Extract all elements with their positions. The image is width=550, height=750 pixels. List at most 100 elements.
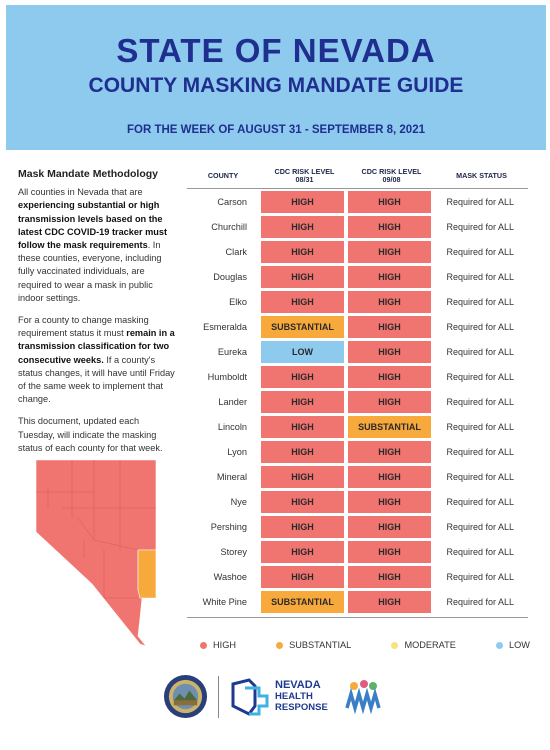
county-name: Nye xyxy=(230,496,247,507)
methodology-text: For a county to change masking requireme… xyxy=(18,315,149,339)
nevada-state-seal-icon xyxy=(163,674,208,719)
risk-level-0908: HIGH xyxy=(348,565,431,588)
mask-status: Required for ALL xyxy=(446,221,514,232)
table-row: Lander HIGH HIGH Required for ALL xyxy=(187,389,528,414)
county-name: Lincoln xyxy=(217,421,247,432)
wordmark-line: NEVADA xyxy=(275,679,321,691)
risk-level-0831: HIGH xyxy=(261,440,344,463)
risk-level-0908: HIGH xyxy=(348,340,431,363)
risk-level-0831: HIGH xyxy=(261,390,344,413)
column-header-risk-0908: CDC RISK LEVEL 09/08 xyxy=(361,166,422,184)
mask-status: Required for ALL xyxy=(446,596,514,607)
county-name: Humboldt xyxy=(207,371,247,382)
methodology-text: . In these counties, everyone, including… xyxy=(18,240,162,303)
table-body: Carson HIGH HIGH Required for ALL Churchill H… xyxy=(187,189,528,614)
table-row: Churchill HIGH HIGH Required for ALL xyxy=(187,214,528,239)
risk-level-0908: HIGH xyxy=(348,390,431,413)
header-banner: STATE OF NEVADA COUNTY MASKING MANDATE G… xyxy=(6,5,546,150)
methodology-heading: Mask Mandate Methodology xyxy=(18,168,159,180)
county-name: Churchill xyxy=(211,221,247,232)
legend-label: SUBSTANTIAL xyxy=(289,640,352,650)
legend-dot-icon xyxy=(391,641,399,649)
legend-label: LOW xyxy=(509,640,530,650)
risk-level-0831: HIGH xyxy=(261,190,344,213)
mask-status: Required for ALL xyxy=(446,496,514,507)
table-row: Elko HIGH HIGH Required for ALL xyxy=(187,289,528,314)
table-row: Douglas HIGH HIGH Required for ALL xyxy=(187,264,528,289)
legend-label: MODERATE xyxy=(404,640,456,650)
risk-level-0908: HIGH xyxy=(348,440,431,463)
mask-status: Required for ALL xyxy=(446,246,514,257)
page-title: STATE OF NEVADA xyxy=(116,32,436,69)
nevada-county-map xyxy=(35,459,157,646)
mask-status: Required for ALL xyxy=(446,271,514,282)
county-name: Washoe xyxy=(213,571,247,582)
risk-level-0831: HIGH xyxy=(261,290,344,313)
table-row: Lyon HIGH HIGH Required for ALL xyxy=(187,439,528,464)
column-header-mask-status: MASK STATUS xyxy=(456,170,507,180)
mask-status: Required for ALL xyxy=(446,521,514,532)
county-name: Douglas xyxy=(213,271,247,282)
footer-logos: NEVADA HEALTH RESPONSE xyxy=(0,670,550,730)
methodology-paragraph-2: For a county to change masking requireme… xyxy=(18,314,178,406)
county-name: Storey xyxy=(220,546,247,557)
page-subtitle: COUNTY MASKING MANDATE GUIDE xyxy=(88,74,464,97)
table-header: COUNTY CDC RISK LEVEL 08/31 CDC RISK LEV… xyxy=(187,163,528,189)
table-row: Esmeralda SUBSTANTIAL HIGH Required for ALL xyxy=(187,314,528,339)
risk-legend: HIGH SUBSTANTIAL MODERATE LOW xyxy=(200,640,530,650)
dhhs-logo-icon xyxy=(345,680,381,715)
risk-level-0908: HIGH xyxy=(348,365,431,388)
county-name: Clark xyxy=(225,246,247,257)
nevada-health-response-wordmark: NEVADA HEALTH RESPONSE xyxy=(275,679,328,714)
county-name: Lyon xyxy=(227,446,247,457)
methodology-text: If a county's status changes, it will ha… xyxy=(18,354,175,405)
mask-status: Required for ALL xyxy=(446,471,514,482)
table-row: Clark HIGH HIGH Required for ALL xyxy=(187,239,528,264)
mask-status: Required for ALL xyxy=(446,346,514,357)
methodology-text: All counties in Nevada that are xyxy=(18,187,143,198)
county-name: Eureka xyxy=(217,346,247,357)
logo-divider xyxy=(218,676,219,718)
risk-level-0908: HIGH xyxy=(348,315,431,338)
table-row: Carson HIGH HIGH Required for ALL xyxy=(187,189,528,214)
risk-level-0831: HIGH xyxy=(261,265,344,288)
risk-level-0908: HIGH xyxy=(348,465,431,488)
methodology-bold-text: remain in a transmission classification … xyxy=(18,328,175,365)
mask-status: Required for ALL xyxy=(446,321,514,332)
risk-level-0908: HIGH xyxy=(348,590,431,613)
table-row: Pershing HIGH HIGH Required for ALL xyxy=(187,514,528,539)
risk-level-0831: HIGH xyxy=(261,465,344,488)
risk-level-0831: HIGH xyxy=(261,515,344,538)
legend-dot-icon xyxy=(276,641,284,649)
table-row: Mineral HIGH HIGH Required for ALL xyxy=(187,464,528,489)
lincoln-county-shape xyxy=(137,549,157,599)
methodology-paragraph-1: All counties in Nevada that are experien… xyxy=(18,186,178,305)
risk-level-0908: HIGH xyxy=(348,240,431,263)
risk-level-0831: HIGH xyxy=(261,490,344,513)
county-name: Lander xyxy=(218,396,247,407)
mask-status: Required for ALL xyxy=(446,296,514,307)
county-name: Carson xyxy=(217,196,247,207)
wordmark-line: HEALTH xyxy=(275,691,313,702)
risk-level-0831: SUBSTANTIAL xyxy=(261,590,344,613)
risk-level-0908: HIGH xyxy=(348,190,431,213)
table-row: Nye HIGH HIGH Required for ALL xyxy=(187,489,528,514)
risk-level-0908: HIGH xyxy=(348,290,431,313)
county-name: White Pine xyxy=(202,596,247,607)
risk-level-0831: HIGH xyxy=(261,240,344,263)
nevada-health-response-icon xyxy=(231,678,269,716)
county-name: Mineral xyxy=(216,471,247,482)
risk-level-0831: HIGH xyxy=(261,215,344,238)
column-header-county: COUNTY xyxy=(207,170,239,180)
methodology-paragraph-3: This document, updated each Tuesday, wil… xyxy=(18,416,163,453)
risk-level-0831: SUBSTANTIAL xyxy=(261,315,344,338)
methodology-bold-text: experiencing substantial or high transmi… xyxy=(18,200,168,251)
table-row: White Pine SUBSTANTIAL HIGH Required for AL… xyxy=(187,589,528,614)
county-name: Esmeralda xyxy=(203,321,247,332)
risk-level-0831: HIGH xyxy=(261,415,344,438)
risk-level-0831: HIGH xyxy=(261,565,344,588)
table-bottom-divider xyxy=(187,617,528,618)
wordmark-line: RESPONSE xyxy=(275,702,328,713)
county-name: Pershing xyxy=(210,521,247,532)
legend-dot-icon xyxy=(496,641,504,649)
